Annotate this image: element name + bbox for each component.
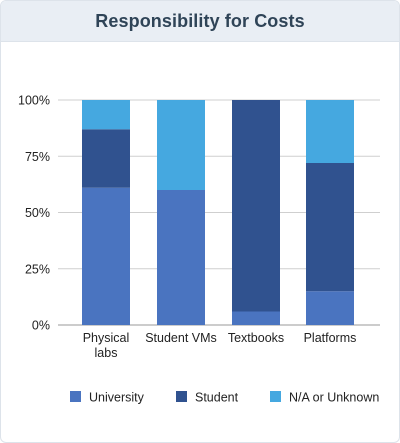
bar-segment — [82, 187, 130, 325]
y-tick-label: 0% — [32, 319, 50, 333]
bar-segment — [306, 291, 354, 325]
y-tick-label: 25% — [25, 262, 50, 276]
chart-header: Responsibility for Costs — [1, 1, 399, 42]
bar-segment — [157, 100, 205, 190]
chart-title: Responsibility for Costs — [95, 10, 305, 31]
legend-label: Student — [195, 391, 239, 405]
y-tick-label: 50% — [25, 206, 50, 220]
bar-segment — [157, 190, 205, 325]
bar-segment — [306, 100, 354, 163]
x-category-label: Textbooks — [228, 331, 284, 345]
legend-swatch — [70, 391, 81, 402]
legend-swatch — [270, 391, 281, 402]
bar-segment — [232, 100, 280, 312]
bar-segment — [82, 100, 130, 130]
bar-segment — [306, 163, 354, 292]
y-tick-label: 100% — [18, 94, 50, 108]
y-tick-label: 75% — [25, 150, 50, 164]
x-category-label: labs — [95, 346, 118, 360]
bar-segment — [232, 311, 280, 325]
bar-segment — [82, 129, 130, 188]
x-category-label: Platforms — [304, 331, 357, 345]
legend-label: N/A or Unknown — [289, 391, 379, 405]
legend-label: University — [89, 391, 145, 405]
x-category-label: Physical — [83, 331, 130, 345]
legend-swatch — [176, 391, 187, 402]
x-category-label: Student VMs — [145, 331, 217, 345]
